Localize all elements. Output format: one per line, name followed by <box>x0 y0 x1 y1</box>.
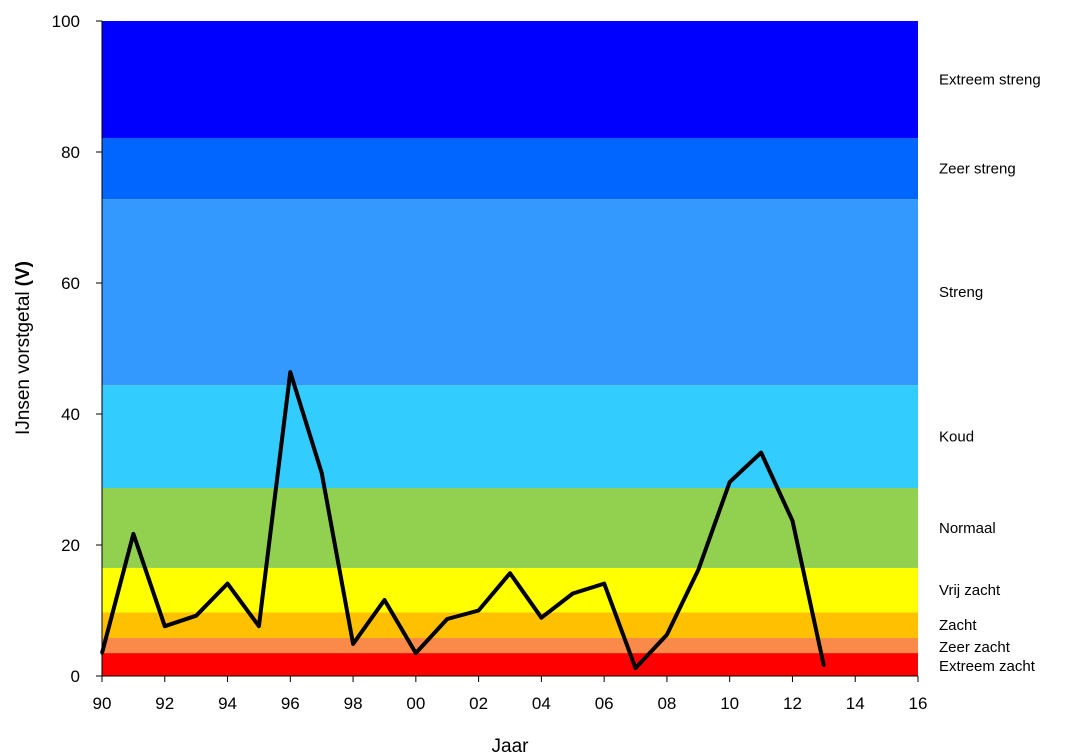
y-ticks: 0 20 40 60 80 100 <box>52 12 102 686</box>
data-point <box>634 666 638 670</box>
x-tick-label: 12 <box>783 694 802 713</box>
x-tick-label: 10 <box>720 694 739 713</box>
band-label-vrij-zacht: Vrij zacht <box>939 582 1001 599</box>
band-zacht <box>102 612 918 639</box>
data-point <box>602 582 606 586</box>
data-point <box>571 591 575 595</box>
band-zeer-zacht <box>102 638 918 654</box>
data-point <box>257 624 261 628</box>
axes <box>101 21 918 677</box>
x-axis-title: Jaar <box>492 736 530 755</box>
data-point <box>163 624 167 628</box>
x-tick-label: 14 <box>846 694 865 713</box>
x-tick-label: 16 <box>909 694 928 713</box>
data-point <box>288 370 292 374</box>
series-layer <box>100 370 826 671</box>
x-tick-label: 96 <box>281 694 300 713</box>
band-label-normaal: Normaal <box>939 520 996 537</box>
data-point <box>508 571 512 575</box>
y-tick-label: 60 <box>61 274 80 293</box>
data-point <box>414 651 418 655</box>
severity-bands <box>102 21 918 676</box>
x-tick-label: 02 <box>469 694 488 713</box>
y-tick-label: 20 <box>61 536 80 555</box>
x-tick-label: 92 <box>155 694 174 713</box>
x-ticks: 90 92 94 96 98 00 02 04 06 08 10 12 14 16 <box>93 676 928 713</box>
band-label-streng: Streng <box>939 284 983 301</box>
x-tick-label: 04 <box>532 694 551 713</box>
band-label-extreem-streng: Extreem streng <box>939 72 1041 89</box>
data-point <box>194 614 198 618</box>
band-labels: Extreem zacht Zeer zacht Zacht Vrij zacht No… <box>939 72 1041 675</box>
y-axis-title: IJnsen vorstgetal (V) <box>13 261 34 435</box>
data-point <box>790 519 794 523</box>
data-point <box>759 451 763 455</box>
data-point <box>445 617 449 621</box>
data-point <box>320 471 324 475</box>
y-tick-label: 100 <box>52 12 80 31</box>
band-label-koud: Koud <box>939 429 974 446</box>
y-axis-title-text: IJnsen vorstgetal <box>13 291 34 435</box>
y-tick-label: 80 <box>61 143 80 162</box>
series-line <box>100 370 826 671</box>
band-label-zeer-streng: Zeer streng <box>939 161 1016 178</box>
x-tick-label: 00 <box>406 694 425 713</box>
y-tick-label: 40 <box>61 405 80 424</box>
data-point <box>728 480 732 484</box>
band-streng <box>102 199 918 386</box>
x-tick-label: 94 <box>218 694 237 713</box>
band-label-extreem-zacht: Extreem zacht <box>939 658 1036 675</box>
x-tick-label: 90 <box>93 694 112 713</box>
y-tick-label: 0 <box>71 667 80 686</box>
data-point <box>477 609 481 612</box>
y-axis-title-unit: (V) <box>13 261 34 286</box>
x-tick-label: 98 <box>344 694 363 713</box>
band-label-zacht: Zacht <box>939 617 977 634</box>
data-point <box>226 582 230 586</box>
data-point <box>131 532 135 536</box>
data-point <box>665 633 669 637</box>
band-koud <box>102 385 918 489</box>
x-tick-label: 08 <box>657 694 676 713</box>
x-tick-label: 06 <box>595 694 614 713</box>
band-label-zeer-zacht: Zeer zacht <box>939 639 1011 656</box>
band-extreem-streng <box>102 21 918 139</box>
data-point <box>100 651 104 655</box>
band-extreem-zacht <box>102 653 918 676</box>
data-point <box>539 616 543 620</box>
band-zeer-streng <box>102 138 918 200</box>
data-point <box>822 664 826 668</box>
data-point <box>696 568 700 572</box>
data-point <box>351 642 355 646</box>
data-point <box>382 598 386 602</box>
